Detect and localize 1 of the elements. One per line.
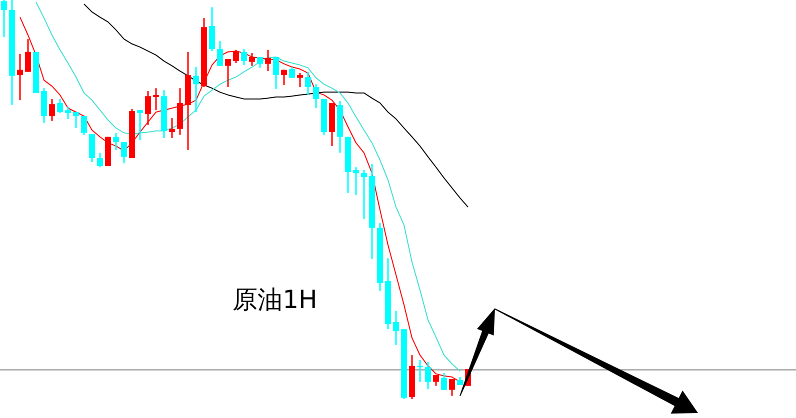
- annotation: 原油1H: [232, 285, 318, 314]
